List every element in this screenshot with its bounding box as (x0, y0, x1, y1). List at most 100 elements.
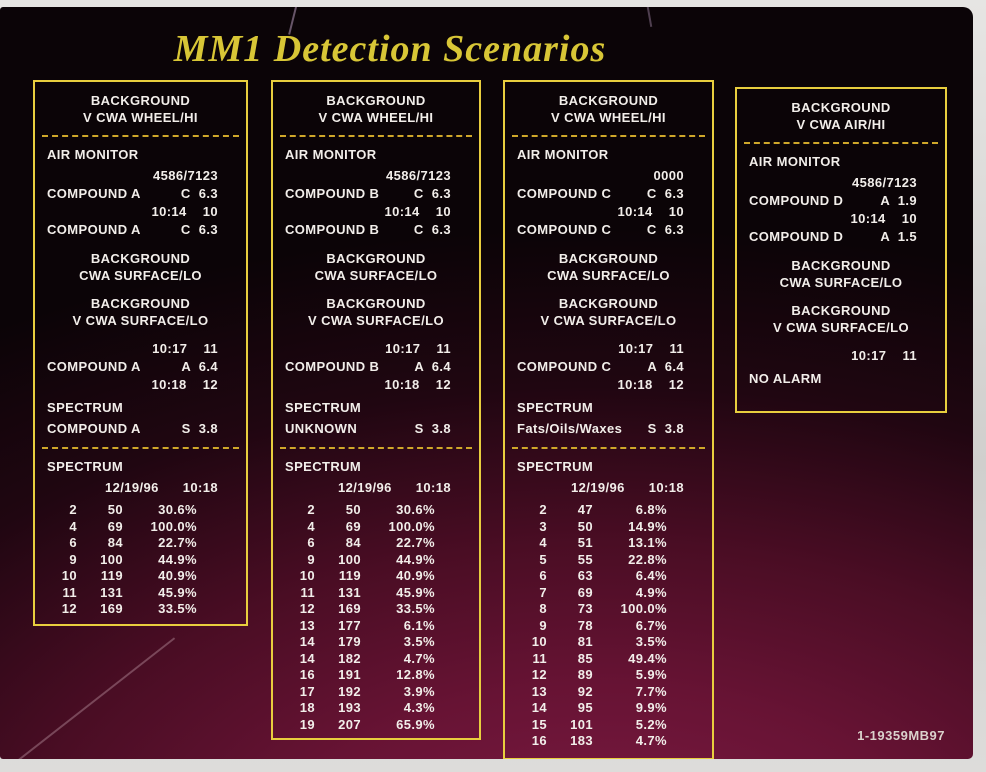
background-block-line: CWA SURFACE/LO (779, 275, 903, 290)
row-value: 10:17 11 (385, 341, 451, 356)
row-value: 10:17 11 (152, 341, 218, 356)
data-row: 10:14 10 (517, 203, 700, 221)
data-row: COMPOUND B C 6.3 (285, 221, 467, 239)
row-value: 10:17 11 (851, 348, 917, 363)
table-cell: 44.9% (396, 551, 435, 567)
table-cell: 177 (338, 617, 361, 633)
row-label: COMPOUND B (285, 359, 380, 374)
dashed-separator (42, 447, 239, 449)
table-cell: 119 (338, 568, 361, 583)
data-row: 10:17 11 (517, 340, 700, 358)
table-cell: 5.2% (635, 716, 667, 732)
data-row: COMPOUND A C 6.3 (47, 221, 234, 239)
data-row: COMPOUND C A 6.4 (517, 358, 700, 376)
table-row: 7 69 4.9% (517, 585, 700, 602)
table-cell: 182 (338, 650, 361, 666)
row-value: A 1.9 (880, 193, 917, 208)
row-label: COMPOUND B (285, 186, 380, 201)
table-row: 6 84 22.7% (47, 535, 234, 552)
panel-header-line: BACKGROUND (90, 93, 191, 108)
row-label: Fats/Oils/Waxes (517, 421, 623, 436)
table-cell: 4 (307, 518, 315, 534)
table-cell: 30.6% (158, 502, 197, 517)
table-cell: 7.7% (635, 683, 667, 699)
table-cell: 100.0% (620, 601, 667, 616)
table-row: 16 191 12.8% (285, 667, 467, 684)
table-cell: 131 (338, 584, 361, 600)
spectrum-datetime-row: 12/19/96 10:18 (47, 479, 234, 497)
table-cell: 3.5% (635, 634, 667, 649)
table-cell: 6 (69, 535, 77, 550)
table-cell: 15 (531, 716, 547, 732)
table-cell: 14 (299, 650, 315, 666)
table-cell: 22.7% (396, 535, 435, 550)
table-cell: 3 (539, 518, 547, 534)
table-row: 13 177 6.1% (285, 618, 467, 635)
section-label: NO ALARM (749, 371, 822, 386)
table-cell: 47 (577, 502, 593, 517)
table-cell: 4.7% (403, 650, 435, 666)
table-cell: 51 (577, 535, 593, 550)
table-cell: 49.4% (628, 650, 667, 666)
table-row: 9 100 44.9% (285, 552, 467, 569)
table-row: 17 192 3.9% (285, 684, 467, 701)
table-cell: 169 (338, 601, 361, 616)
table-cell: 193 (338, 700, 361, 715)
table-cell: 45.9% (396, 584, 435, 600)
table-cell: 6 (539, 568, 547, 583)
table-cell: 84 (107, 535, 123, 550)
background-block-line: BACKGROUND (791, 258, 891, 273)
table-cell: 63 (577, 568, 593, 583)
data-row: COMPOUND A A 6.4 (47, 358, 234, 376)
background-block: BACKGROUND V CWA SURFACE/LO (47, 295, 234, 329)
table-cell: 50 (577, 518, 593, 534)
table-row: 8 73 100.0% (517, 601, 700, 618)
table-row: 12 89 5.9% (517, 667, 700, 684)
table-cell: 55 (577, 551, 593, 567)
data-row: COMPOUND C C 6.3 (517, 185, 700, 203)
table-cell: 119 (100, 568, 123, 583)
table-row: 4 69 100.0% (285, 519, 467, 536)
row-label: COMPOUND D (749, 193, 844, 208)
data-row: 10:17 11 (47, 340, 234, 358)
row-value: A 6.4 (181, 359, 218, 374)
table-cell: 100.0% (150, 518, 197, 534)
table-cell: 12 (299, 601, 315, 616)
table-cell: 183 (570, 733, 593, 748)
table-row: 6 84 22.7% (285, 535, 467, 552)
table-cell: 84 (345, 535, 361, 550)
table-cell: 2 (307, 502, 315, 517)
table-cell: 4.3% (403, 700, 435, 715)
table-cell: 9 (307, 551, 315, 567)
spectrum-time: 10:18 (415, 480, 451, 495)
table-cell: 4 (539, 535, 547, 550)
spectrum-time: 10:18 (648, 480, 684, 495)
table-cell: 6.7% (635, 617, 667, 633)
data-row: 10:18 12 (285, 376, 467, 394)
table-cell: 92 (577, 683, 593, 699)
data-row: 10:14 10 (285, 203, 467, 221)
spectrum-table: 2 50 30.6% 4 69 100.0% 6 84 22.7% 9 100 44.9% 10 119 4… (47, 502, 234, 618)
background-block-line: BACKGROUND (558, 251, 659, 266)
table-cell: 10 (299, 568, 315, 583)
table-cell: 16 (531, 733, 547, 748)
background-block: BACKGROUND V CWA SURFACE/LO (517, 295, 700, 329)
table-row: 18 193 4.3% (285, 700, 467, 717)
panel-header: BACKGROUND V CWA WHEEL/HI (47, 92, 234, 126)
row-value: C 6.3 (646, 222, 684, 237)
table-cell: 169 (100, 601, 123, 616)
table-cell: 78 (577, 617, 593, 633)
data-row: 10:18 12 (47, 376, 234, 394)
section-label: AIR MONITOR (749, 154, 841, 169)
panel-header-line: V CWA WHEEL/HI (551, 110, 666, 125)
spectrum-datetime-row: 12/19/96 10:18 (285, 479, 467, 497)
table-row: 14 182 4.7% (285, 651, 467, 668)
dashed-separator (280, 135, 472, 137)
row-value: 10:14 10 (151, 204, 218, 219)
table-cell: 2 (69, 502, 77, 517)
spectrum-datetime-row: 12/19/96 10:18 (517, 479, 700, 497)
background-block: BACKGROUND CWA SURFACE/LO (749, 257, 933, 291)
table-cell: 100.0% (388, 518, 435, 534)
data-row: COMPOUND B A 6.4 (285, 358, 467, 376)
